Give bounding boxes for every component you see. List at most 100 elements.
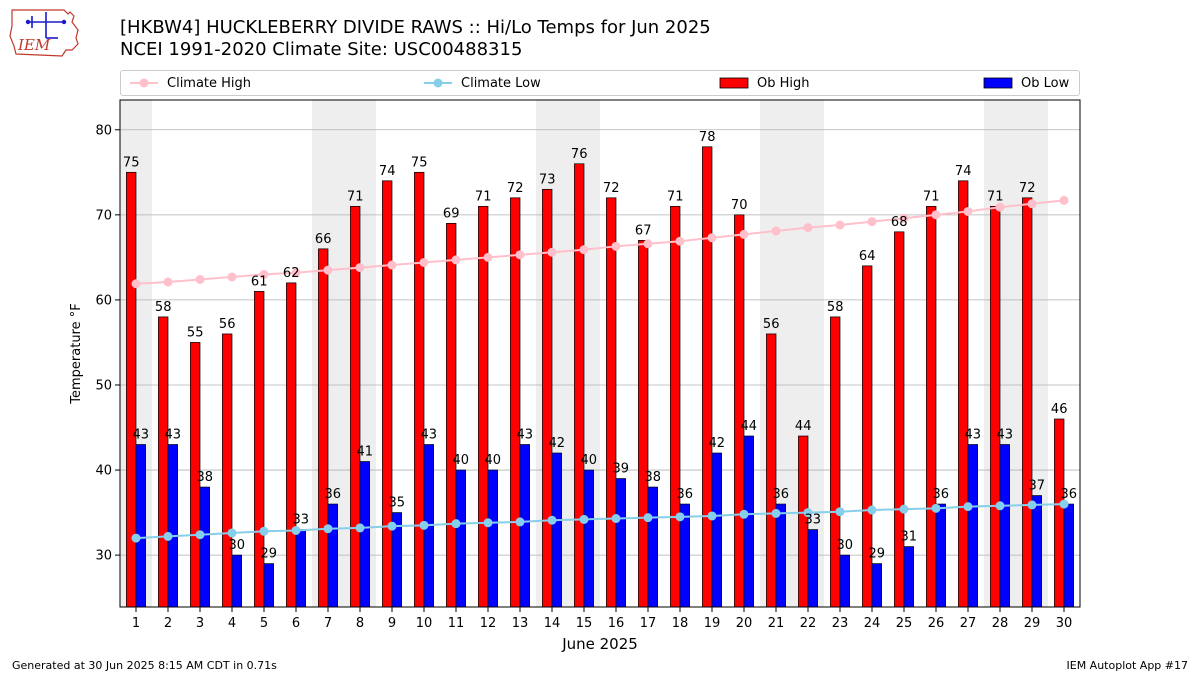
point-climate-high-21 <box>771 226 781 236</box>
bar-ob-high-10 <box>414 171 425 608</box>
label-ob-low-26: 36 <box>933 487 950 502</box>
label-ob-low-9: 35 <box>389 496 406 511</box>
bar-ob-high-12 <box>478 205 489 608</box>
label-ob-low-25: 31 <box>901 530 918 545</box>
bar-ob-high-9 <box>382 180 393 608</box>
y-tick-label-30: 30 <box>95 549 112 564</box>
point-climate-low-26 <box>931 503 941 513</box>
label-ob-high-11: 69 <box>443 206 460 221</box>
x-tick-label-16: 16 <box>608 616 625 631</box>
legend-item-climate-low: Climate Low <box>423 71 541 95</box>
point-climate-high-12 <box>483 252 493 262</box>
point-climate-high-19 <box>707 233 717 243</box>
label-ob-low-14: 42 <box>549 436 566 451</box>
bar-ob-high-13 <box>510 197 521 608</box>
bar-ob-high-25 <box>894 231 905 608</box>
legend-label-ob-low: Ob Low <box>1021 75 1070 91</box>
bar-ob-low-6 <box>295 529 306 608</box>
x-tick-label-3: 3 <box>196 616 204 631</box>
point-climate-low-6 <box>291 525 301 535</box>
point-climate-low-24 <box>867 505 877 515</box>
point-climate-high-25 <box>899 213 909 223</box>
bar-value-labels: 75 43 58 43 55 38 56 30 61 29 62 33 66 36 71 41 74 35 75 43… <box>123 130 1077 562</box>
x-tick-label-19: 19 <box>704 616 721 631</box>
label-ob-low-5: 29 <box>261 547 278 562</box>
bar-ob-low-19 <box>711 452 722 608</box>
point-climate-low-4 <box>227 528 237 538</box>
legend-label-ob-high: Ob High <box>757 75 810 91</box>
x-tick-label-25: 25 <box>896 616 913 631</box>
chart-subtitle: NCEI 1991-2020 Climate Site: USC00488315 <box>120 39 523 60</box>
bar-ob-high-18 <box>670 205 681 608</box>
bar-ob-low-28 <box>999 444 1010 608</box>
point-climate-low-2 <box>163 531 173 541</box>
point-climate-low-8 <box>355 523 365 533</box>
label-ob-high-26: 71 <box>923 189 940 204</box>
point-climate-high-29 <box>1027 199 1037 209</box>
bar-ob-low-4 <box>231 554 242 608</box>
point-climate-low-10 <box>419 520 429 530</box>
bar-ob-low-7 <box>327 503 338 608</box>
bar-ob-low-8 <box>359 461 370 608</box>
label-ob-high-24: 64 <box>859 249 876 264</box>
chart-legend: Climate High Climate Low Ob High Ob Low <box>120 70 1080 96</box>
point-climate-high-5 <box>259 269 269 279</box>
bar-ob-low-29 <box>1031 495 1042 608</box>
point-climate-low-27 <box>963 502 973 512</box>
label-ob-low-17: 38 <box>645 470 662 485</box>
y-tick-label-60: 60 <box>95 293 112 308</box>
label-ob-low-13: 43 <box>517 428 534 443</box>
point-climate-low-7 <box>323 524 333 534</box>
x-tick-label-18: 18 <box>672 616 689 631</box>
point-climate-low-15 <box>579 514 589 524</box>
label-ob-low-15: 40 <box>581 453 598 468</box>
x-tick-label-4: 4 <box>228 616 236 631</box>
label-ob-low-6: 33 <box>293 513 310 528</box>
bar-ob-high-29 <box>1022 197 1033 608</box>
x-tick-label-20: 20 <box>736 616 753 631</box>
bar-ob-low-15 <box>583 469 594 608</box>
bar-ob-low-2 <box>167 444 178 608</box>
label-ob-low-4: 30 <box>229 538 246 553</box>
legend-bar-swatch-icon <box>719 77 749 89</box>
legend-item-ob-low: Ob Low <box>983 71 1069 95</box>
bar-ob-high-19 <box>702 146 713 608</box>
label-ob-low-29: 37 <box>1029 479 1046 494</box>
point-climate-high-28 <box>995 202 1005 212</box>
label-ob-low-23: 30 <box>837 538 854 553</box>
bar-ob-low-24 <box>871 563 882 608</box>
point-climate-low-22 <box>803 508 813 518</box>
legend-line-marker-icon <box>130 78 158 88</box>
bar-ob-low-1 <box>135 444 146 608</box>
bar-ob-high-21 <box>766 333 777 608</box>
climate-lines <box>131 195 1069 543</box>
bar-ob-high-20 <box>734 214 745 608</box>
point-climate-low-19 <box>707 511 717 521</box>
x-tick-label-11: 11 <box>448 616 465 631</box>
bar-ob-low-12 <box>487 469 498 608</box>
point-climate-high-16 <box>611 241 621 251</box>
label-ob-low-28: 43 <box>997 428 1014 443</box>
label-ob-high-10: 75 <box>411 155 428 170</box>
weather-station-icon <box>28 12 64 39</box>
point-climate-high-30 <box>1059 195 1069 205</box>
label-ob-low-12: 40 <box>485 453 502 468</box>
x-tick-label-27: 27 <box>960 616 977 631</box>
label-ob-low-22: 33 <box>805 513 822 528</box>
bar-ob-high-7 <box>318 248 329 608</box>
label-ob-high-1: 75 <box>123 155 140 170</box>
label-ob-high-4: 56 <box>219 317 236 332</box>
bar-ob-high-26 <box>926 205 937 608</box>
point-climate-low-1 <box>131 533 141 543</box>
point-climate-high-22 <box>803 223 813 233</box>
point-climate-low-30 <box>1059 499 1069 509</box>
bar-ob-low-22 <box>807 529 818 608</box>
label-ob-low-16: 39 <box>613 462 630 477</box>
label-ob-low-20: 44 <box>741 419 758 434</box>
point-climate-low-17 <box>643 513 653 523</box>
app-credit: IEM Autoplot App #17 <box>1066 659 1189 672</box>
bar-ob-high-17 <box>638 240 649 608</box>
bar-ob-low-3 <box>199 486 210 608</box>
label-ob-low-1: 43 <box>133 428 150 443</box>
label-ob-high-6: 62 <box>283 266 300 281</box>
